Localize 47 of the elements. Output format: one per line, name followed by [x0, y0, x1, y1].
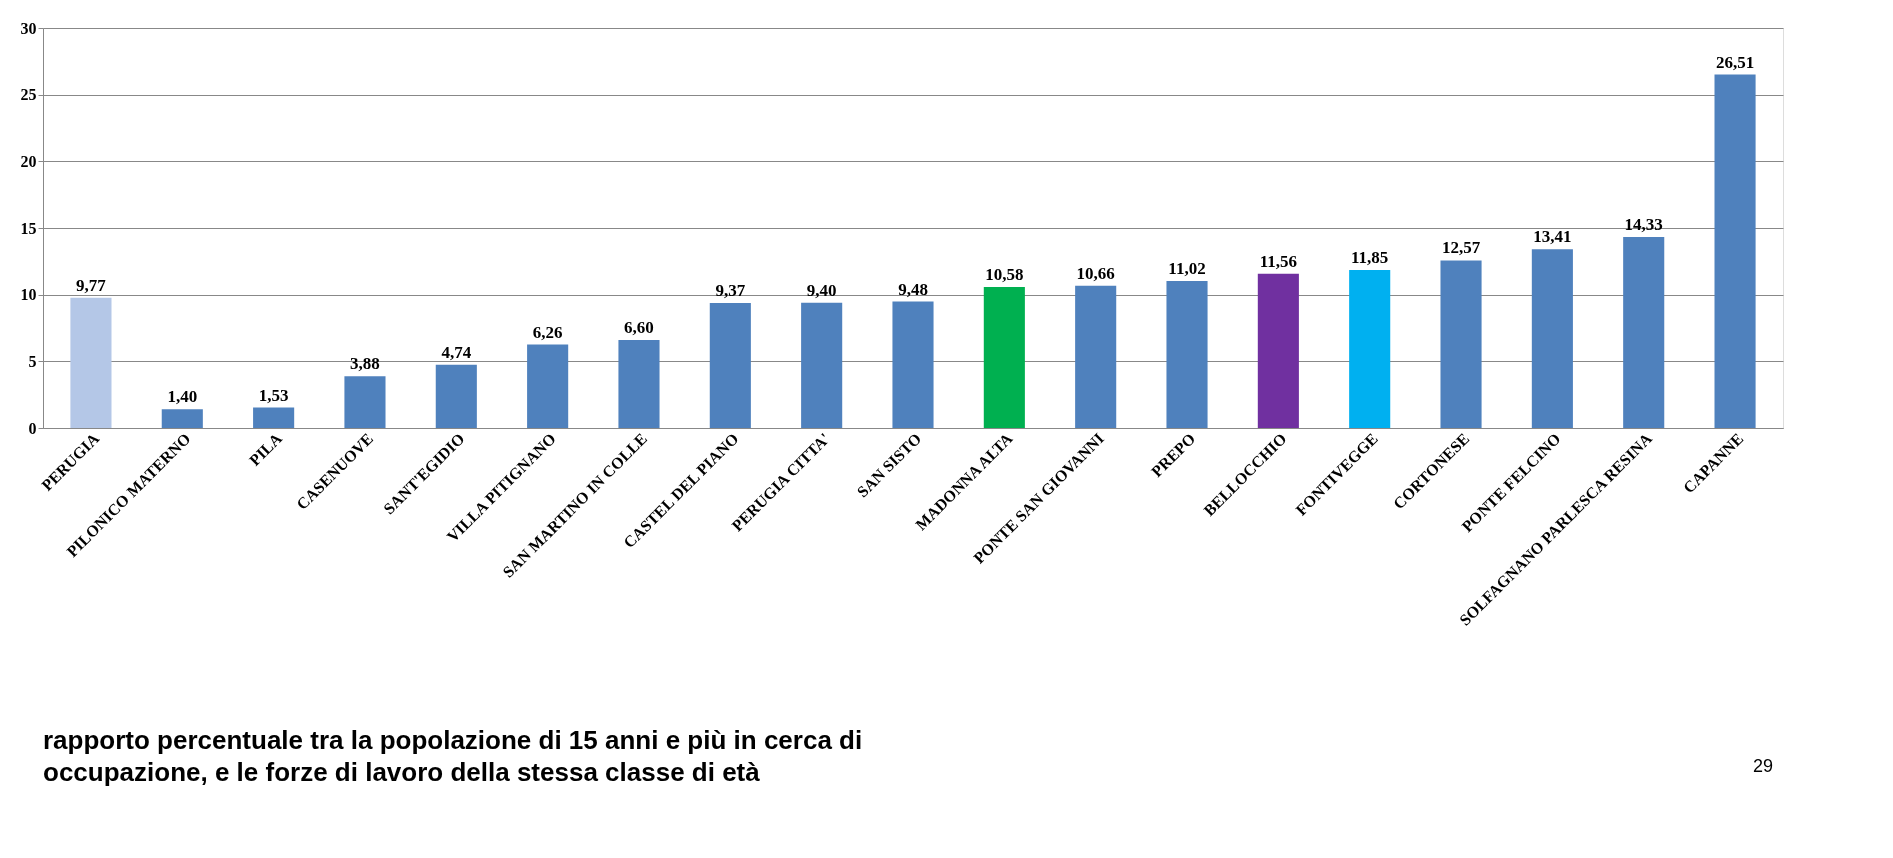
y-tick-label: 5 — [28, 352, 37, 370]
bar — [1623, 236, 1665, 428]
bar — [253, 407, 295, 428]
data-label: 11,85 — [1351, 248, 1389, 267]
data-label: 6,60 — [624, 318, 654, 337]
bar — [1440, 260, 1482, 428]
data-label: 10,66 — [1076, 263, 1115, 283]
data-label: 14,33 — [1624, 214, 1663, 234]
bar — [1257, 273, 1299, 428]
bar — [1075, 285, 1117, 428]
y-tick-label: 0 — [28, 419, 37, 437]
data-label: 1,40 — [167, 387, 198, 407]
bar — [435, 364, 477, 428]
bar — [1531, 249, 1573, 428]
text: rapporto percentuale tra la popolazione di 15 anni e più in cerca di occupazione, e le forze di lavoro della stessa classe di età — [43, 725, 863, 787]
data-label: 13,41 — [1533, 227, 1572, 247]
bar — [1349, 270, 1391, 428]
bar — [618, 340, 660, 428]
data-label: 1,53 — [258, 385, 289, 405]
bar — [344, 376, 386, 428]
data-label: 9,40 — [806, 280, 837, 300]
bar — [709, 303, 751, 428]
bar — [801, 302, 843, 428]
y-tick-label: 15 — [20, 219, 37, 237]
data-label: 6,26 — [532, 322, 563, 342]
y-tick-label: 20 — [20, 152, 37, 170]
data-label: 9,48 — [898, 279, 928, 299]
data-label: 10,58 — [985, 264, 1024, 284]
bar — [1714, 74, 1756, 428]
bar — [1166, 281, 1208, 428]
text: 29 — [1752, 756, 1773, 776]
y-tick-label: 30 — [20, 19, 37, 37]
data-label: 11,56 — [1259, 251, 1298, 271]
bar — [527, 344, 569, 428]
data-label: 11,02 — [1168, 259, 1206, 279]
bar — [983, 286, 1025, 428]
y-tick-label: 25 — [20, 86, 37, 104]
data-label: 4,74 — [441, 342, 472, 362]
data-label: 26,51 — [1715, 52, 1755, 72]
data-label: 12,57 — [1441, 238, 1481, 258]
data-label: 9,77 — [76, 275, 107, 295]
bar — [161, 409, 203, 428]
bar — [70, 297, 112, 428]
bar — [892, 301, 934, 428]
data-label: 9,37 — [715, 281, 746, 301]
data-label: 3,88 — [350, 354, 380, 374]
y-tick-label: 10 — [20, 286, 37, 304]
